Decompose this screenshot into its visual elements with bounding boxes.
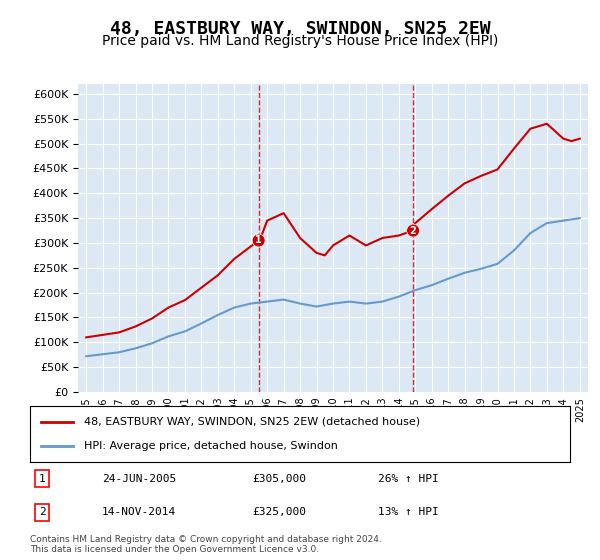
Text: Price paid vs. HM Land Registry's House Price Index (HPI): Price paid vs. HM Land Registry's House … (102, 34, 498, 48)
Text: 2: 2 (410, 226, 416, 236)
Text: 1: 1 (255, 236, 262, 245)
Text: 2: 2 (38, 507, 46, 517)
Text: 26% ↑ HPI: 26% ↑ HPI (378, 474, 439, 484)
Text: 24-JUN-2005: 24-JUN-2005 (102, 474, 176, 484)
Text: £305,000: £305,000 (252, 474, 306, 484)
Text: £325,000: £325,000 (252, 507, 306, 517)
Text: 48, EASTBURY WAY, SWINDON, SN25 2EW: 48, EASTBURY WAY, SWINDON, SN25 2EW (110, 20, 490, 38)
Text: Contains HM Land Registry data © Crown copyright and database right 2024.
This d: Contains HM Land Registry data © Crown c… (30, 535, 382, 554)
Text: HPI: Average price, detached house, Swindon: HPI: Average price, detached house, Swin… (84, 441, 338, 451)
Text: 48, EASTBURY WAY, SWINDON, SN25 2EW (detached house): 48, EASTBURY WAY, SWINDON, SN25 2EW (det… (84, 417, 420, 427)
Text: 1: 1 (38, 474, 46, 484)
Text: 13% ↑ HPI: 13% ↑ HPI (378, 507, 439, 517)
Text: 14-NOV-2014: 14-NOV-2014 (102, 507, 176, 517)
